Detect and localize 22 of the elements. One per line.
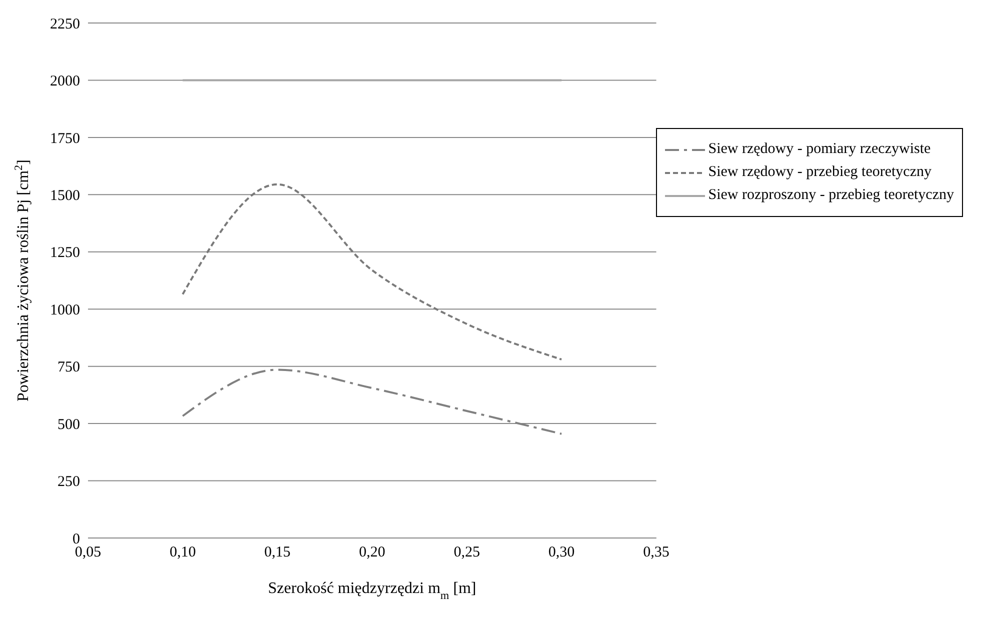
legend-label: Siew rzędowy - przebieg teoretyczny — [708, 164, 932, 181]
y-tick-label: 1000 — [50, 302, 80, 318]
y-tick-label: 1250 — [50, 245, 80, 262]
x-axis-title: Szerokość międzyrzędzi m$_{m}$ [m] — [268, 580, 476, 602]
y-tick-label: 500 — [58, 416, 80, 433]
line-series — [182, 183, 563, 360]
y-tick-label: 0 — [72, 531, 80, 548]
x-tick-label: 0,10 — [170, 544, 196, 561]
legend-label: Siew rzędowy - pomiary rzeczywiste — [708, 141, 931, 158]
y-tick-label: 250 — [58, 474, 80, 490]
x-tick-label: 0,05 — [74, 544, 102, 561]
x-tick-label: 0,35 — [643, 544, 670, 561]
x-tick-label: 0,15 — [264, 544, 291, 561]
y-tick-label: 1750 — [50, 130, 80, 147]
x-tick-label: 0,30 — [548, 544, 575, 561]
y-tick-label: 2000 — [50, 74, 80, 90]
y-tick-label: 1500 — [50, 188, 80, 204]
y-tick-label: 750 — [58, 360, 80, 376]
legend-label: Siew rozproszony - przebieg teoretyczny — [708, 187, 954, 204]
y-tick-label: 2250 — [50, 16, 80, 32]
x-tick-label: 0,20 — [359, 544, 386, 561]
x-tick-label: 0,25 — [454, 544, 480, 561]
